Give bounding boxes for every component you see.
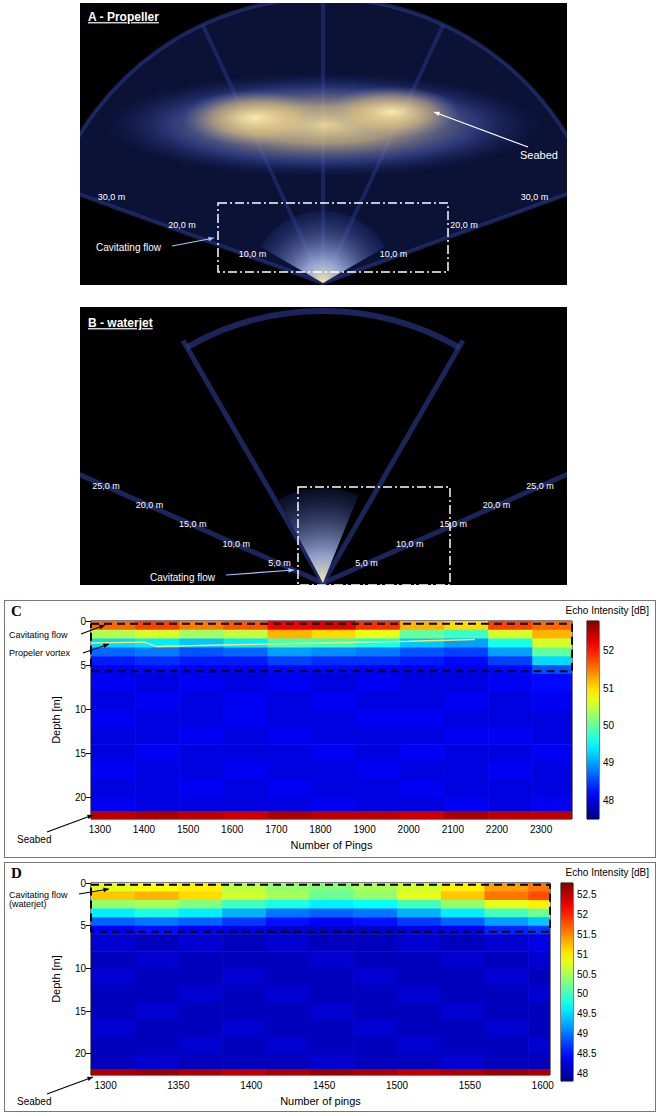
svg-text:1550: 1550 [459, 1080, 482, 1091]
svg-text:0: 0 [80, 616, 86, 627]
svg-text:1900: 1900 [353, 824, 376, 835]
svg-text:Seabed: Seabed [17, 1096, 51, 1107]
svg-text:25,0 m: 25,0 m [92, 481, 120, 491]
svg-text:52: 52 [603, 645, 615, 656]
svg-text:25,0 m: 25,0 m [526, 481, 554, 491]
svg-text:50: 50 [603, 720, 615, 731]
svg-text:10,0 m: 10,0 m [380, 249, 408, 259]
svg-text:20,0 m: 20,0 m [483, 500, 511, 510]
svg-text:0: 0 [80, 878, 86, 889]
svg-text:10: 10 [75, 963, 87, 974]
svg-text:Echo Intensity [dB]: Echo Intensity [dB] [566, 605, 650, 616]
svg-text:10: 10 [75, 704, 87, 715]
svg-text:1300: 1300 [94, 1080, 117, 1091]
svg-text:1400: 1400 [240, 1080, 263, 1091]
svg-text:10,0 m: 10,0 m [396, 539, 424, 549]
svg-text:51: 51 [603, 683, 615, 694]
svg-text:30,0 m: 30,0 m [98, 192, 126, 202]
svg-text:A - Propeller: A - Propeller [88, 10, 159, 24]
svg-text:2200: 2200 [486, 824, 509, 835]
svg-text:5: 5 [80, 660, 86, 671]
svg-text:Propeler vortex: Propeler vortex [9, 648, 71, 658]
svg-text:Cavitating flow: Cavitating flow [96, 242, 162, 253]
svg-text:52.5: 52.5 [577, 889, 597, 900]
svg-text:20: 20 [75, 792, 87, 803]
svg-text:10,0 m: 10,0 m [239, 249, 267, 259]
svg-text:52: 52 [577, 909, 589, 920]
svg-text:1500: 1500 [386, 1080, 409, 1091]
svg-text:2100: 2100 [442, 824, 465, 835]
svg-text:50.5: 50.5 [577, 969, 597, 980]
svg-text:15: 15 [75, 1006, 87, 1017]
svg-text:1500: 1500 [177, 824, 200, 835]
svg-text:20,0 m: 20,0 m [450, 220, 478, 230]
svg-text:15: 15 [75, 748, 87, 759]
svg-text:15,0 m: 15,0 m [179, 519, 207, 529]
svg-text:2300: 2300 [530, 824, 553, 835]
svg-text:(waterjet): (waterjet) [9, 899, 47, 909]
svg-text:15,0 m: 15,0 m [439, 519, 467, 529]
svg-text:Number of pings: Number of pings [280, 1095, 361, 1107]
svg-text:Cavitating flow: Cavitating flow [9, 889, 68, 900]
svg-text:1350: 1350 [167, 1080, 190, 1091]
svg-text:5,0 m: 5,0 m [268, 558, 291, 568]
svg-text:1800: 1800 [309, 824, 332, 835]
svg-text:Depth [m]: Depth [m] [50, 955, 62, 1003]
svg-text:Depth [m]: Depth [m] [50, 696, 62, 744]
svg-text:49.5: 49.5 [577, 1008, 597, 1019]
svg-text:Cavitating flow: Cavitating flow [9, 630, 68, 640]
svg-text:1450: 1450 [313, 1080, 336, 1091]
svg-text:1700: 1700 [265, 824, 288, 835]
svg-text:30,0 m: 30,0 m [521, 192, 549, 202]
svg-text:49: 49 [577, 1028, 589, 1039]
svg-text:Echo Intensity [dB]: Echo Intensity [dB] [566, 867, 650, 878]
svg-text:5: 5 [80, 920, 86, 931]
svg-text:51: 51 [577, 949, 589, 960]
svg-text:10,0 m: 10,0 m [222, 539, 250, 549]
svg-text:1600: 1600 [221, 824, 244, 835]
svg-text:B - waterjet: B - waterjet [88, 316, 153, 330]
svg-text:20: 20 [75, 1048, 87, 1059]
svg-text:D: D [11, 865, 22, 881]
svg-text:1400: 1400 [133, 824, 156, 835]
svg-text:Seabed: Seabed [520, 149, 558, 161]
svg-text:51.5: 51.5 [577, 929, 597, 940]
svg-text:1600: 1600 [532, 1080, 555, 1091]
svg-text:Cavitating flow: Cavitating flow [150, 572, 216, 583]
svg-text:Number of Pings: Number of Pings [291, 839, 373, 851]
svg-text:Seabed: Seabed [17, 834, 51, 845]
svg-text:20,0 m: 20,0 m [136, 500, 164, 510]
svg-text:48: 48 [577, 1068, 589, 1079]
svg-text:49: 49 [603, 757, 615, 768]
svg-text:48.5: 48.5 [577, 1048, 597, 1059]
svg-text:C: C [11, 603, 22, 619]
svg-text:1300: 1300 [89, 824, 112, 835]
svg-text:48: 48 [603, 795, 615, 806]
svg-text:5,0 m: 5,0 m [355, 558, 378, 568]
svg-text:50: 50 [577, 988, 589, 999]
svg-text:2000: 2000 [398, 824, 421, 835]
svg-text:20,0 m: 20,0 m [168, 220, 196, 230]
